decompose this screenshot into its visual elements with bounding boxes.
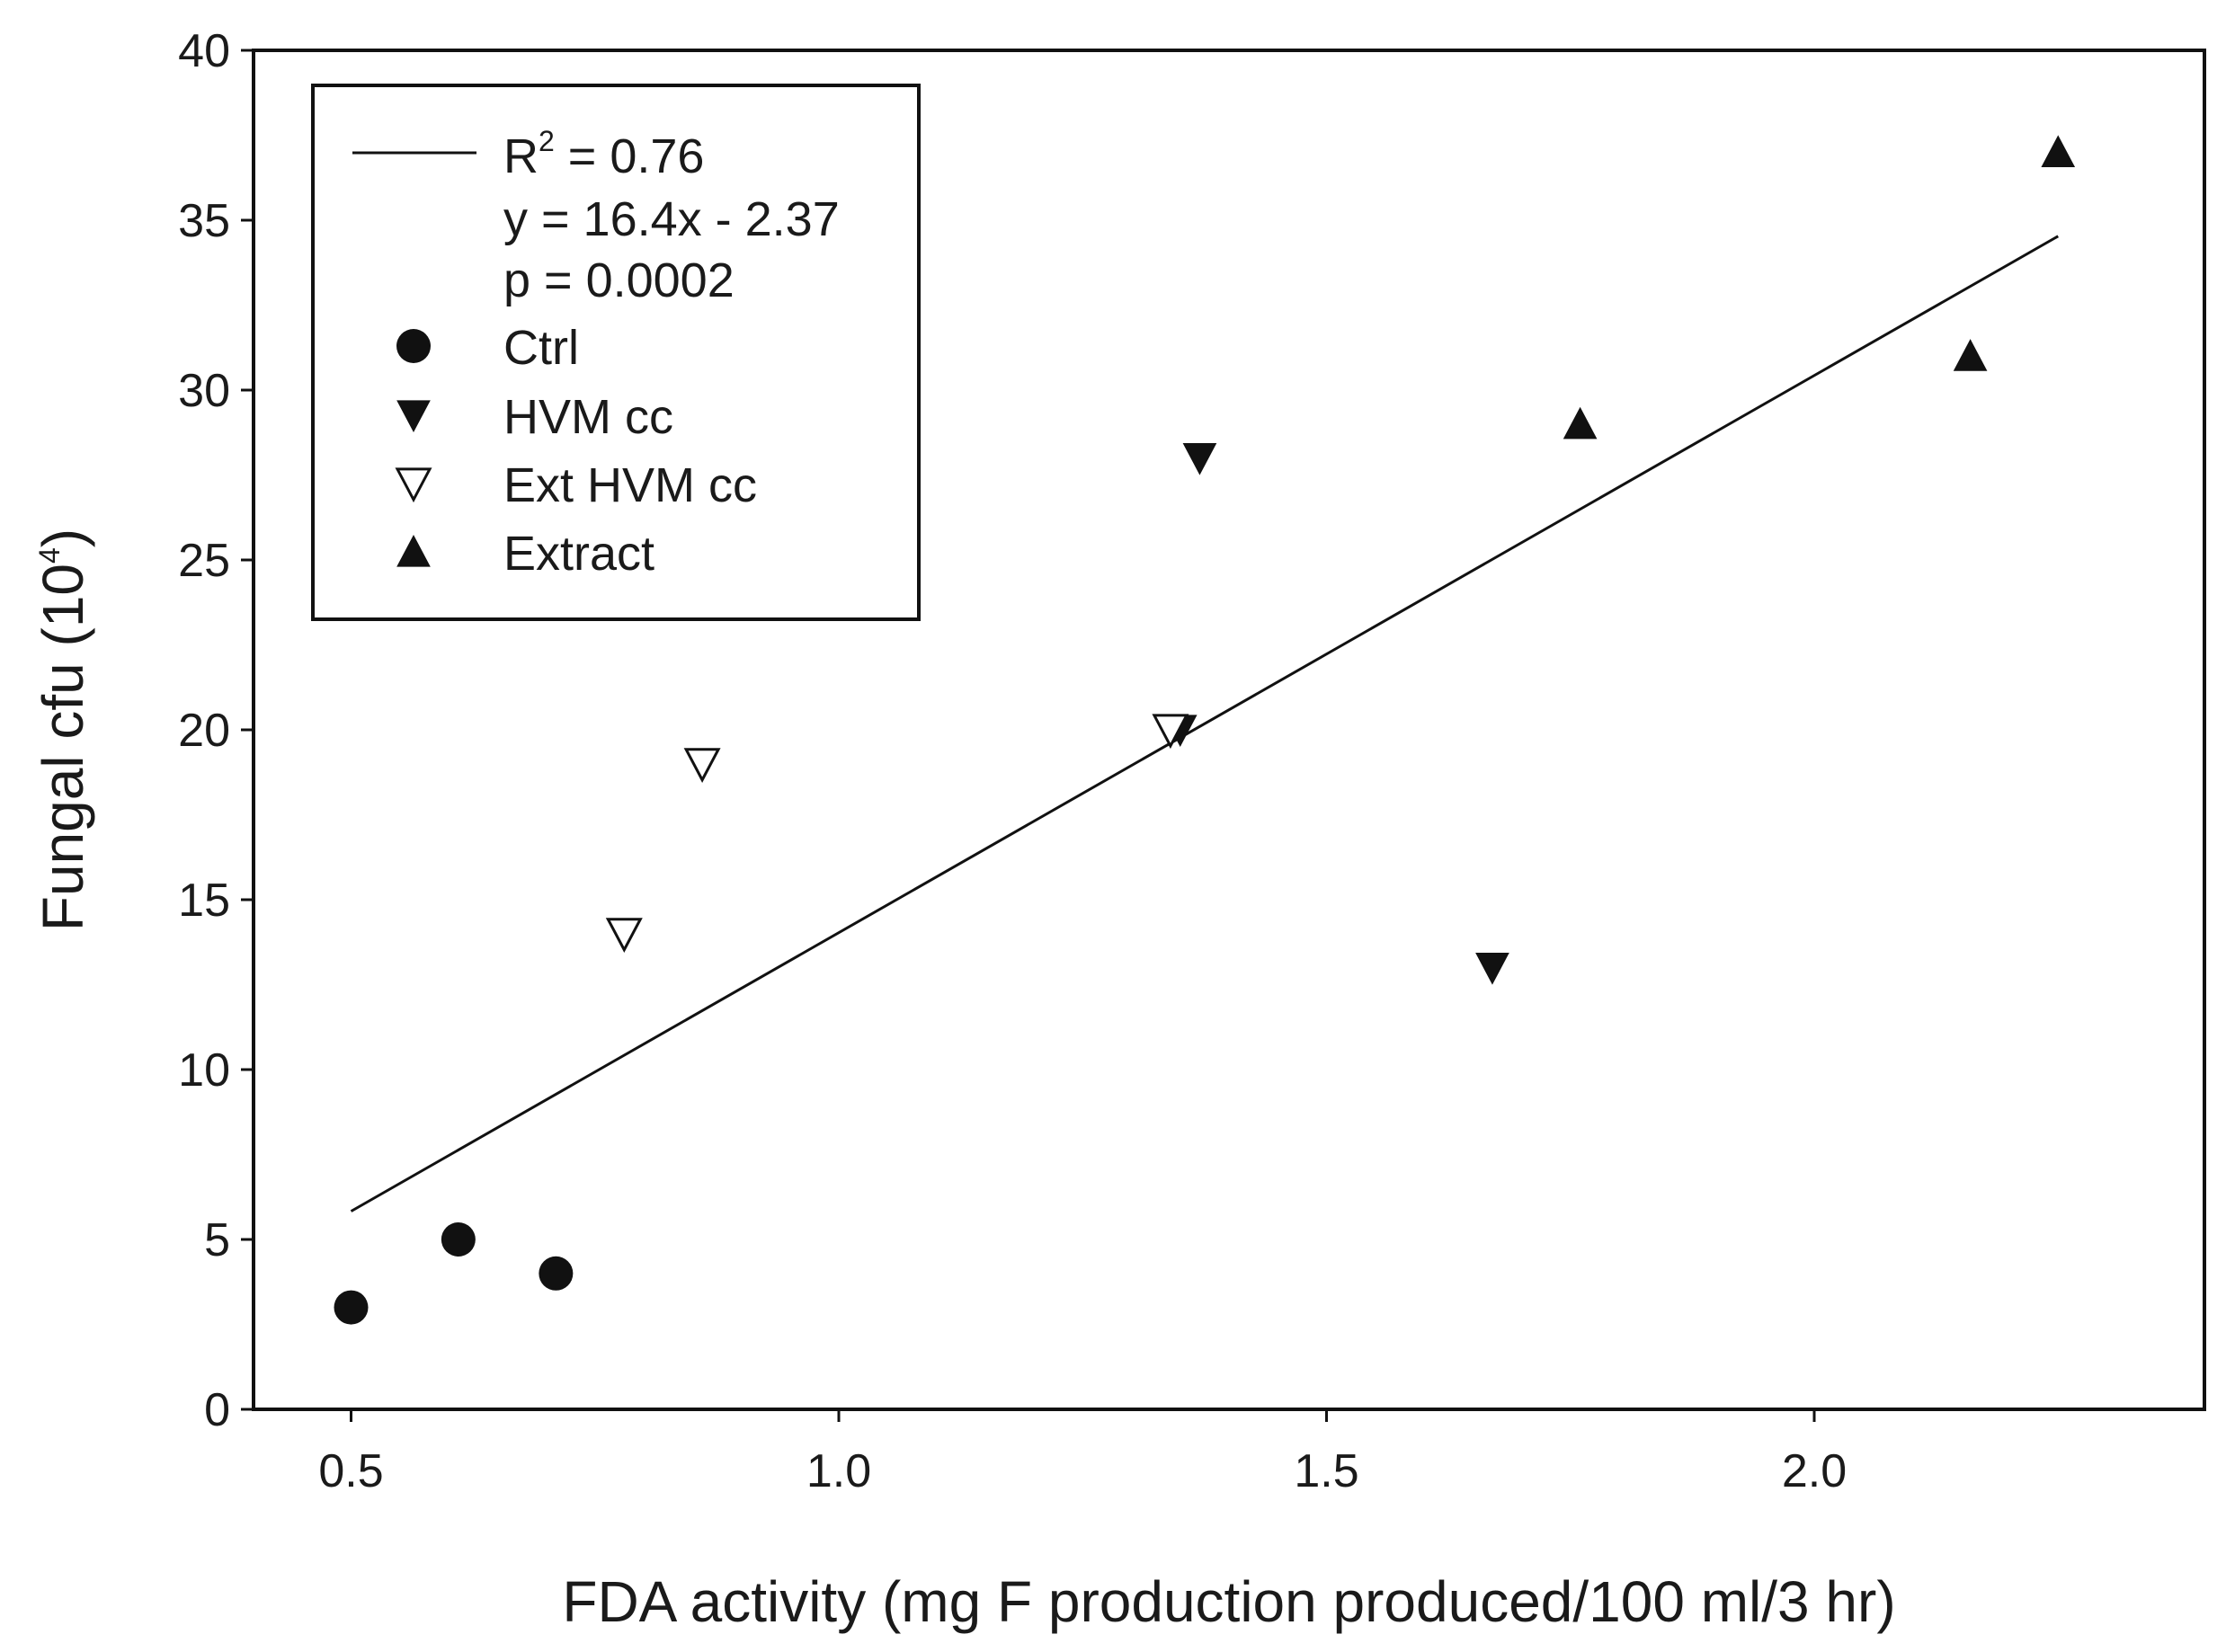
point-ext-hvm-cc xyxy=(683,748,721,783)
legend-r2: R2 = 0.76 xyxy=(503,125,704,183)
y-tick-label: 20 xyxy=(178,705,230,757)
legend-label-hvm-cc: HVM cc xyxy=(503,390,673,444)
point-extract xyxy=(1563,406,1598,440)
legend-r2-superscript: 2 xyxy=(539,125,555,157)
y-tick-label: 15 xyxy=(178,875,230,927)
regression-line xyxy=(350,235,2059,1212)
point-ctrl xyxy=(441,1222,476,1257)
legend-r2-value: = 0.76 xyxy=(555,129,705,183)
regression-layer xyxy=(350,235,2059,1212)
legend-series: Ctrl HVM cc Ext HVM cc Extract xyxy=(395,321,757,581)
point-hvm-cc xyxy=(1475,953,1509,985)
legend-marker-ext-hvm-cc xyxy=(395,467,432,503)
point-ctrl xyxy=(334,1290,369,1325)
legend-marker-ctrl xyxy=(396,329,431,363)
y-tick-label: 40 xyxy=(178,25,230,77)
legend-marker-extract xyxy=(396,534,431,567)
legend-equation: y = 16.4x - 2.37 xyxy=(503,192,840,246)
point-extract xyxy=(2041,135,2076,167)
legend-label-ctrl: Ctrl xyxy=(503,321,579,375)
y-tick-label: 5 xyxy=(204,1214,230,1266)
legend-label-extract: Extract xyxy=(503,527,654,581)
x-tick-label: 1.0 xyxy=(806,1445,871,1497)
point-extract xyxy=(1953,339,1988,371)
points-layer xyxy=(334,135,2076,1325)
legend-marker-hvm-cc xyxy=(396,400,431,433)
point-ctrl xyxy=(539,1256,574,1291)
y-tick-label: 30 xyxy=(178,365,230,417)
y-tick-label: 10 xyxy=(178,1044,230,1097)
point-hvm-cc xyxy=(1182,443,1217,475)
y-tick-label: 35 xyxy=(178,195,230,247)
x-tick-label: 1.5 xyxy=(1294,1445,1358,1497)
y-axis-label: Fungal cfu (104) xyxy=(31,528,95,931)
x-tick-label: 0.5 xyxy=(318,1445,383,1497)
legend-r2-letter: R xyxy=(503,129,539,183)
y-tick-label: 0 xyxy=(204,1384,230,1436)
legend: R2 = 0.76 y = 16.4x - 2.37 p = 0.0002 Ct… xyxy=(311,84,921,621)
legend-p-value: p = 0.0002 xyxy=(503,253,735,307)
y-axis-label-close: ) xyxy=(31,528,95,547)
y-axis-label-text: Fungal cfu (10 xyxy=(31,564,95,931)
y-axis-label-superscript: 4 xyxy=(33,547,66,564)
legend-label-ext-hvm-cc: Ext HVM cc xyxy=(503,458,757,512)
x-tick-label: 2.0 xyxy=(1782,1445,1847,1497)
point-ext-hvm-cc xyxy=(605,918,643,953)
point-ext-hvm-cc xyxy=(1152,714,1189,750)
y-tick-label: 25 xyxy=(178,535,230,587)
y-axis: 0 5 10 15 20 25 30 35 40 xyxy=(178,25,254,1436)
x-axis: 0.5 1.0 1.5 2.0 xyxy=(318,1409,1847,1497)
x-axis-label: FDA activity (mg F production produced/1… xyxy=(562,1569,1895,1634)
